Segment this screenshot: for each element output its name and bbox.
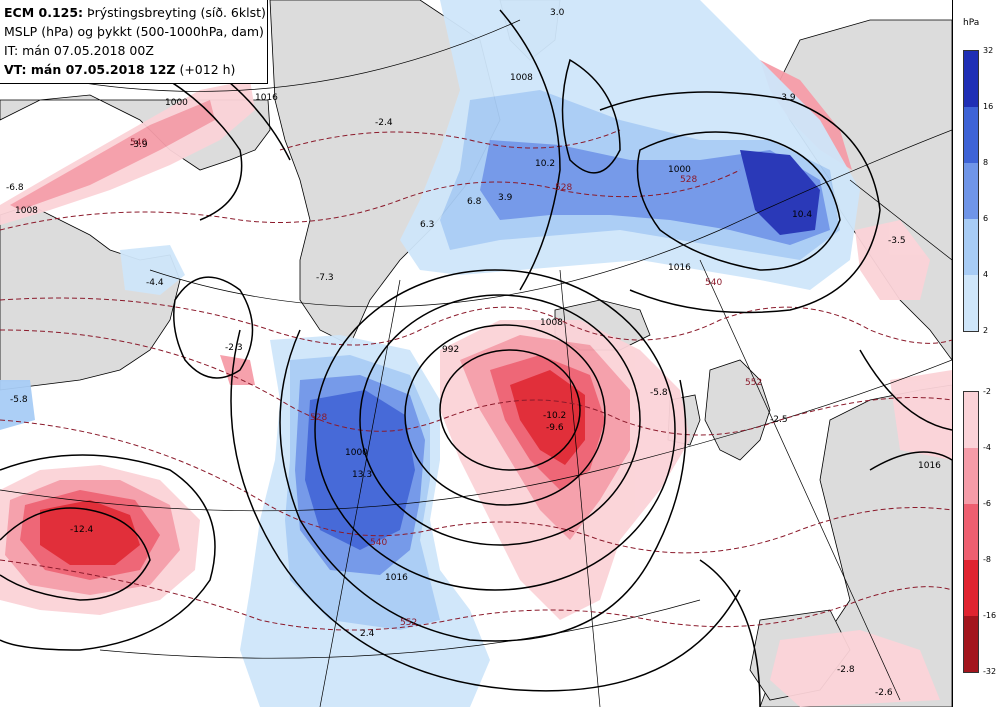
isobar-labels: 1000 1000 1008 1008 1016 1016 1016 992 1… — [15, 73, 941, 583]
thickness-label: 552 — [745, 378, 762, 388]
thickness-label: 528 — [555, 183, 572, 193]
fall-swatch — [964, 219, 978, 275]
isobars — [0, 9, 952, 707]
isobar-label: 1016 — [918, 461, 941, 471]
map-info-box: ECM 0.125: Þrýstingsbreyting (síð. 6klst… — [0, 0, 268, 84]
isobar-label: 1000 — [345, 448, 368, 458]
fields-line: MSLP (hPa) og þykkt (500-1000hPa, dam) — [4, 24, 264, 39]
thickness-label: 540 — [370, 538, 387, 548]
value-label: 10.2 — [535, 159, 555, 169]
value-label: -4.4 — [146, 278, 164, 288]
legend-tick: -8 — [983, 555, 991, 564]
rise-swatch — [964, 616, 978, 672]
pressure-fall-shading — [0, 0, 860, 707]
isobar-label: 1008 — [510, 73, 533, 83]
valid-time: VT: mán 07.05.2018 12Z — [4, 62, 176, 77]
thickness-label: 528 — [680, 175, 697, 185]
value-label: 6.3 — [420, 220, 434, 230]
thickness-label: 528 — [310, 413, 327, 423]
value-labels: 3.0 -3.9 -3.9 -6.8 -2.4 6.8 3.9 6.3 -4.4… — [6, 8, 906, 698]
value-label: 13.3 — [352, 470, 372, 480]
legend-tick: 16 — [983, 102, 994, 111]
rise-swatch — [964, 560, 978, 616]
value-label: -5.8 — [10, 395, 28, 405]
value-label: 3.0 — [550, 8, 565, 18]
isobar-label: 1000 — [165, 98, 188, 108]
value-label: -2.4 — [375, 118, 393, 128]
thickness-label: 540 — [130, 138, 147, 148]
model-name: ECM 0.125: — [4, 5, 84, 20]
legend-tick: -4 — [983, 443, 991, 452]
fall-swatch — [964, 275, 978, 331]
fall-colorbar — [963, 50, 979, 332]
valid-time-line: VT: mán 07.05.2018 12Z (+012 h) — [4, 60, 267, 79]
value-label: -12.4 — [70, 525, 94, 535]
value-label: -2.5 — [770, 415, 788, 425]
value-label: -2.6 — [875, 688, 893, 698]
weather-map: 1000 1000 1008 1008 1016 1016 1016 992 1… — [0, 0, 952, 707]
value-label: -5.8 — [650, 388, 668, 398]
fall-swatch — [964, 51, 978, 107]
value-label: -3.5 — [888, 236, 906, 246]
isobar-label: 1008 — [540, 318, 563, 328]
value-label: 3.9 — [498, 193, 513, 203]
rise-swatch — [964, 504, 978, 560]
init-time: IT: mán 07.05.2018 00Z — [4, 43, 154, 58]
legend-tick: 32 — [983, 46, 994, 55]
value-label: -2.8 — [837, 665, 855, 675]
product-name: Þrýstingsbreyting (síð. 6klst) — [87, 5, 266, 20]
thickness-label: 540 — [705, 278, 722, 288]
isobar-label: 992 — [442, 345, 459, 355]
thickness-labels: 528 540 540 552 528 552 528 540 — [130, 138, 762, 628]
legend-tick: 2 — [983, 326, 989, 335]
legend-tick: 8 — [983, 158, 989, 167]
fall-swatch — [964, 163, 978, 219]
value-label: -10.2 — [543, 411, 566, 421]
thickness-contours — [0, 129, 952, 631]
value-label: -3.9 — [130, 140, 148, 150]
legend-tick: -32 — [983, 667, 997, 676]
land-labrador — [0, 204, 181, 391]
graticule — [0, 19, 952, 707]
legend-tick: -2 — [983, 387, 991, 396]
legend-tick: -16 — [983, 611, 997, 620]
value-label: -7.3 — [316, 273, 334, 283]
isobar-label: 1016 — [255, 93, 278, 103]
rise-swatch — [964, 448, 978, 504]
fall-swatch — [964, 107, 978, 163]
isobar-label: 1016 — [385, 573, 408, 583]
value-label: 6.8 — [467, 197, 482, 207]
value-label: 2.4 — [360, 629, 375, 639]
isobar-label: 1016 — [668, 263, 691, 273]
legend-unit: hPa — [963, 18, 980, 28]
value-label: -2.3 — [225, 343, 243, 353]
title-line: ECM 0.125: Þrýstingsbreyting (síð. 6klst… — [4, 3, 267, 22]
value-label: -3.9 — [778, 93, 796, 103]
land-british-isles — [704, 359, 771, 461]
legend-tick: -6 — [983, 499, 991, 508]
rise-swatch — [964, 392, 978, 448]
legend-tick: 6 — [983, 214, 989, 223]
value-label: -9.6 — [546, 423, 564, 433]
value-label: 10.4 — [792, 210, 812, 220]
color-legend: hPa 32 16 8 6 4 2 -2 -4 -6 -8 -16 -32 — [952, 0, 1000, 707]
legend-tick: 4 — [983, 270, 989, 279]
isobar-label: 1000 — [668, 165, 691, 175]
isobar-label: 1008 — [15, 206, 38, 216]
thickness-label: 552 — [400, 618, 417, 628]
rise-colorbar — [963, 391, 979, 673]
forecast-hour: (+012 h) — [179, 62, 236, 77]
value-label: -6.8 — [6, 183, 24, 193]
